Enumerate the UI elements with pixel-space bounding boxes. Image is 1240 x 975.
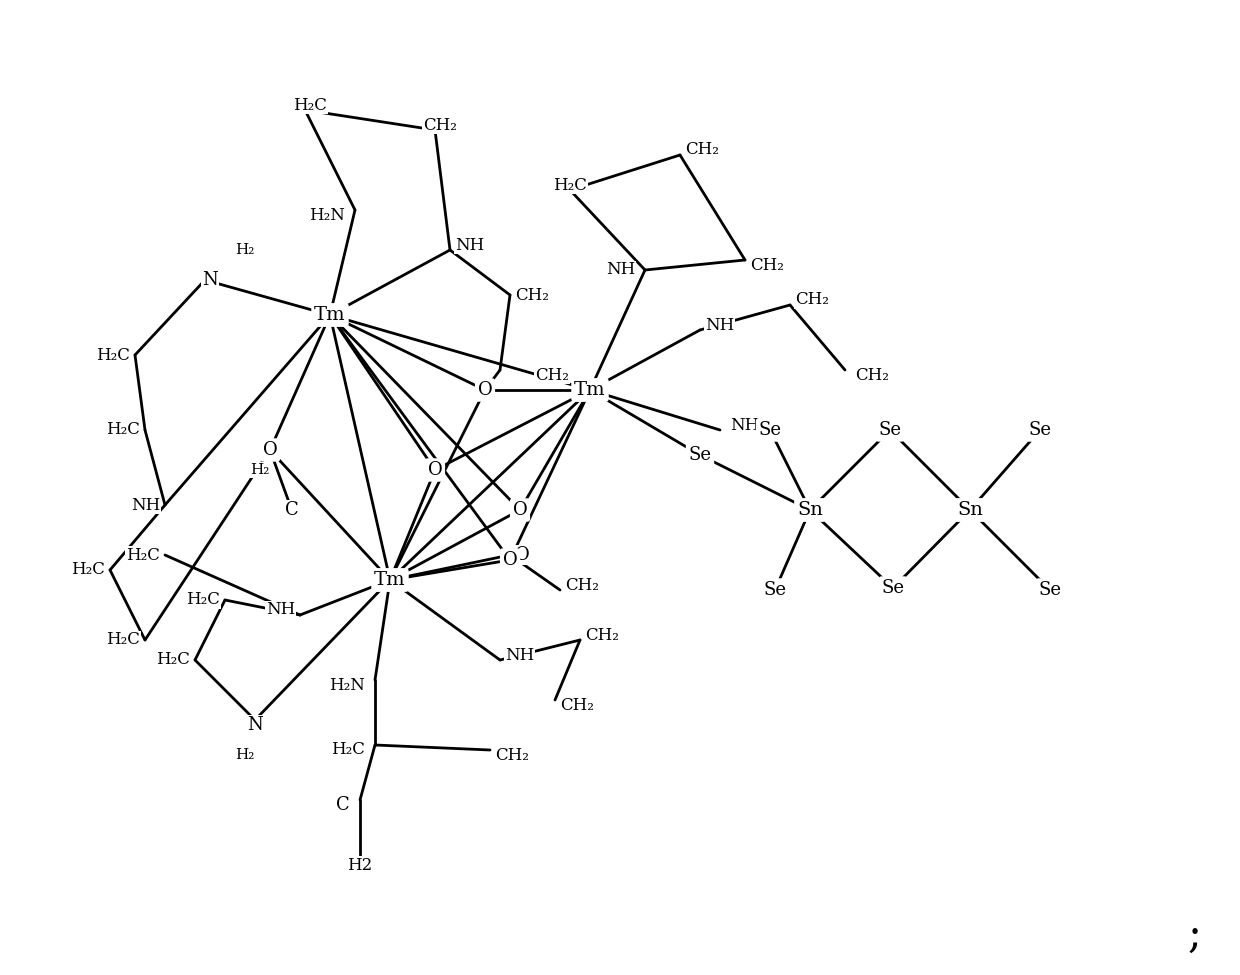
Text: Se: Se (1039, 581, 1061, 599)
Text: CH₂: CH₂ (750, 256, 784, 274)
Text: O: O (515, 546, 529, 564)
Text: CH₂: CH₂ (856, 367, 889, 383)
Text: CH₂: CH₂ (534, 367, 569, 383)
Text: H₂C: H₂C (71, 562, 105, 578)
Text: O: O (263, 441, 278, 459)
Text: H₂C: H₂C (107, 632, 140, 648)
Text: NH: NH (130, 496, 160, 514)
Text: H₂N: H₂N (329, 677, 365, 693)
Text: NH: NH (706, 317, 734, 333)
Text: Sn: Sn (957, 501, 983, 519)
Text: ;: ; (1188, 914, 1202, 956)
Text: H₂: H₂ (250, 463, 270, 477)
Text: CH₂: CH₂ (684, 141, 719, 159)
Text: N: N (202, 271, 218, 289)
Text: CH₂: CH₂ (515, 287, 549, 303)
Text: H₂C: H₂C (97, 346, 130, 364)
Text: C: C (285, 501, 299, 519)
Text: N: N (247, 716, 263, 734)
Text: CH₂: CH₂ (560, 696, 594, 714)
Text: H₂C: H₂C (156, 651, 190, 669)
Text: H₂C: H₂C (186, 592, 219, 608)
Text: H₂C: H₂C (107, 421, 140, 439)
Text: CH₂: CH₂ (585, 627, 619, 644)
Text: Tm: Tm (374, 571, 405, 589)
Text: Se: Se (878, 421, 901, 439)
Text: CH₂: CH₂ (495, 747, 529, 763)
Text: NH: NH (455, 237, 485, 254)
Text: Se: Se (759, 421, 781, 439)
Text: H₂: H₂ (236, 748, 254, 762)
Text: CH₂: CH₂ (795, 292, 828, 308)
Text: H2: H2 (347, 856, 373, 874)
Text: Se: Se (1028, 421, 1052, 439)
Text: NH: NH (265, 602, 295, 618)
Text: NH₂: NH₂ (730, 416, 766, 434)
Text: NH: NH (505, 646, 534, 664)
Text: CH₂: CH₂ (565, 576, 599, 594)
Text: H₂: H₂ (236, 243, 254, 257)
Text: O: O (477, 381, 492, 399)
Text: Sn: Sn (797, 501, 823, 519)
Text: O: O (428, 461, 443, 479)
Text: Tm: Tm (314, 306, 346, 324)
Text: O: O (502, 551, 517, 569)
Text: H₂C: H₂C (126, 547, 160, 564)
Text: Se: Se (688, 446, 712, 464)
Text: H₂C: H₂C (293, 97, 327, 113)
Text: NH: NH (606, 261, 635, 279)
Text: C: C (336, 796, 350, 814)
Text: O: O (512, 501, 527, 519)
Text: Tm: Tm (574, 381, 606, 399)
Text: Se: Se (764, 581, 786, 599)
Text: H₂C: H₂C (553, 176, 587, 193)
Text: H₂N: H₂N (309, 207, 345, 223)
Text: H₂C: H₂C (331, 742, 365, 759)
Text: Se: Se (882, 579, 904, 597)
Text: CH₂: CH₂ (423, 116, 456, 134)
